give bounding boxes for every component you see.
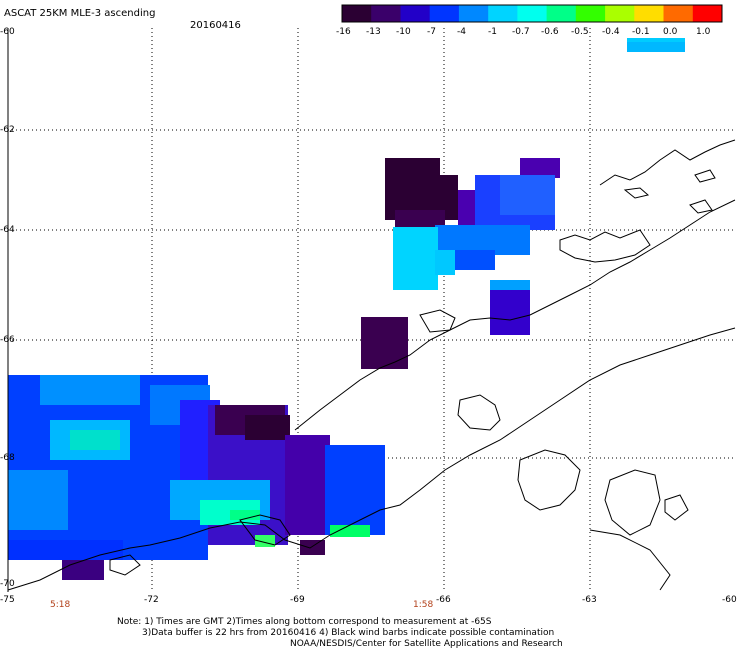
colorbar-segment	[692, 5, 723, 22]
lon-label: -72	[144, 595, 159, 605]
lat-label: -64	[0, 225, 15, 235]
colorbar	[341, 4, 723, 23]
colorbar-label: -4	[457, 27, 466, 37]
colorbar-label: 0.0	[663, 27, 678, 37]
data-swaths	[8, 38, 685, 580]
lon-label: -66	[436, 595, 451, 605]
colorbar-segment	[575, 5, 606, 22]
colorbar-segment	[488, 5, 518, 22]
colorbar-segment	[458, 5, 489, 22]
lat-label: -68	[0, 453, 15, 463]
colorbar-label: -16	[336, 27, 351, 37]
colorbar-label: -0.6	[541, 27, 559, 37]
lat-label: -62	[0, 125, 15, 135]
colorbar-label: -0.7	[512, 27, 530, 37]
colorbar-label: -0.4	[602, 27, 620, 37]
map-title: ASCAT 25KM MLE-3 ascending	[4, 8, 156, 19]
colorbar-label: 1.0	[696, 27, 711, 37]
note-line-1: Note: 1) Times are GMT 2)Times along bot…	[117, 617, 492, 627]
colorbar-segment	[663, 5, 694, 22]
note-line-3: NOAA/NESDIS/Center for Satellite Applica…	[290, 639, 563, 649]
lon-label: -69	[290, 595, 305, 605]
colorbar-label: -7	[427, 27, 436, 37]
colorbar-segment	[400, 5, 431, 22]
time-label: 5:18	[50, 600, 71, 610]
colorbar-label: -0.5	[571, 27, 589, 37]
colorbar-segment	[342, 5, 372, 22]
lat-label: -66	[0, 335, 15, 345]
note-line-2: 3)Data buffer is 22 hrs from 20160416 4)…	[142, 628, 555, 638]
colorbar-segment	[634, 5, 664, 22]
colorbar-frame	[341, 4, 723, 23]
colorbar-segment	[546, 5, 577, 22]
colorbar-segment	[517, 5, 548, 22]
map-date: 20160416	[190, 20, 241, 31]
coastlines	[7, 139, 736, 591]
colorbar-label: -13	[366, 27, 381, 37]
colorbar-label: -1	[488, 27, 497, 37]
lat-label: -70	[0, 579, 15, 589]
colorbar-segment	[371, 5, 401, 22]
lat-label: -60	[0, 27, 15, 37]
colorbar-label: -10	[396, 27, 411, 37]
colorbar-label: -0.1	[632, 27, 650, 37]
colorbar-segment	[429, 5, 460, 22]
lon-label: -60	[722, 595, 737, 605]
lon-label: -63	[582, 595, 597, 605]
time-label: 1:58	[413, 600, 434, 610]
lon-label: -75	[0, 595, 15, 605]
colorbar-segment	[605, 5, 635, 22]
